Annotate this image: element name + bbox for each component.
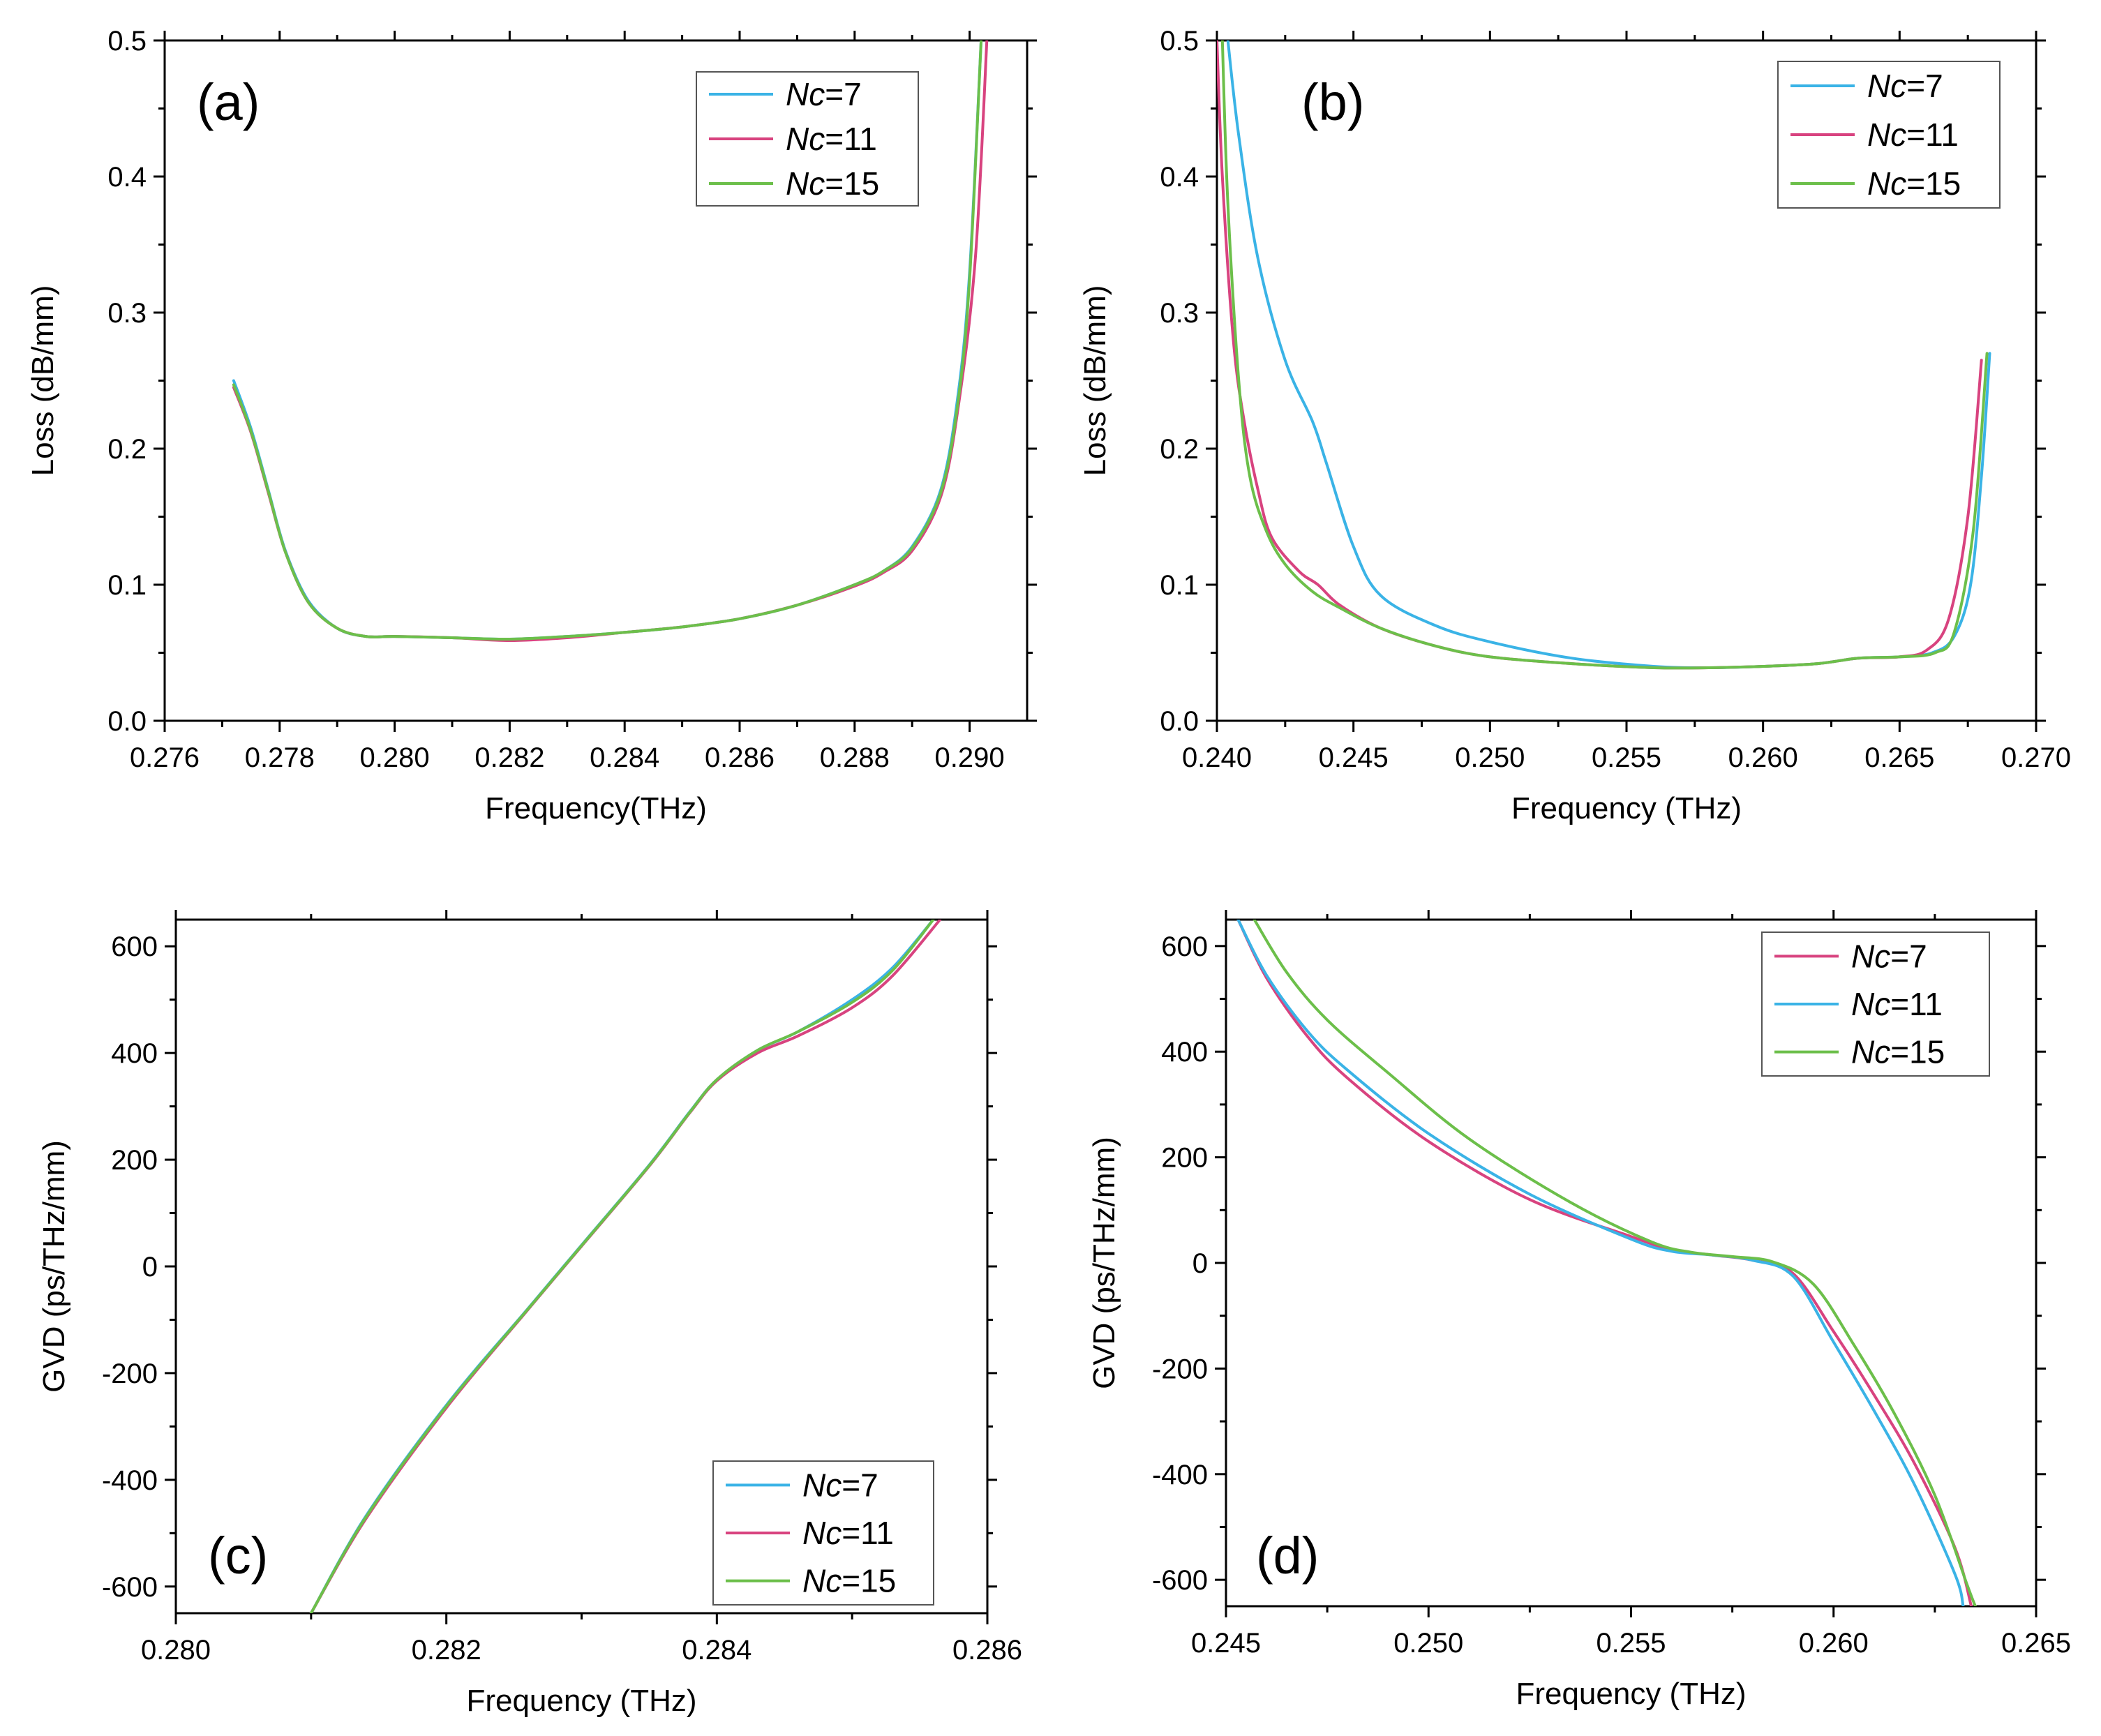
y-axis-title: Loss (dB/mm)	[26, 285, 60, 477]
series-line-nc15	[1253, 920, 1977, 1606]
legend: Nc=7 Nc=11 Nc=15	[696, 71, 919, 207]
x-tick-label: 0.250	[1393, 1628, 1463, 1659]
panel-label: (b)	[1301, 73, 1364, 131]
legend-entry: Nc=7	[786, 76, 862, 112]
x-tick-label: 0.276	[130, 742, 200, 773]
x-tick-label: 0.282	[412, 1635, 481, 1666]
panel-d: 0.245 0.250 0.255 0.260 0.265 -600 -400 -200 0 20…	[1087, 910, 2071, 1711]
y-axis-title: GVD (ps/THz/mm)	[37, 1140, 71, 1393]
y-tick-label: 400	[111, 1038, 158, 1069]
x-tick-label: 0.290	[935, 742, 1005, 773]
x-tick-label: 0.280	[360, 742, 430, 773]
x-axis-title: Frequency(THz)	[485, 791, 707, 825]
legend-entry: Nc=15	[786, 165, 879, 202]
panel-label: (d)	[1256, 1527, 1319, 1585]
y-axis-title: Loss (dB/mm)	[1078, 285, 1112, 477]
panel-label: (c)	[208, 1527, 268, 1585]
series-group	[232, 40, 989, 642]
series-group	[309, 920, 942, 1613]
panel-b: 0.240 0.245 0.250 0.255 0.260 0.265 0.270 0.0 0.…	[1078, 26, 2071, 825]
x-tick-label: 0.270	[2001, 742, 2071, 773]
x-tick-label: 0.265	[2001, 1628, 2071, 1659]
x-tick-label: 0.284	[682, 1635, 752, 1666]
x-tick-label: 0.286	[705, 742, 775, 773]
y-tick-label: -200	[1152, 1354, 1208, 1384]
legend-entry: Nc=15	[802, 1563, 896, 1599]
series-line-nc15	[1220, 40, 1989, 670]
legend-entry: Nc=11	[1867, 117, 1959, 153]
x-tick-label: 0.255	[1592, 742, 1661, 773]
y-tick-label: 0.0	[1160, 706, 1199, 737]
y-tick-label: 0.2	[107, 434, 147, 465]
y-tick-label: 0.2	[1160, 434, 1199, 465]
y-tick-label: 600	[1161, 931, 1208, 962]
y-tick-label: 0.3	[1160, 298, 1199, 329]
x-tick-label: 0.288	[820, 742, 890, 773]
y-tick-label: 0	[142, 1252, 158, 1282]
x-tick-label: 0.255	[1596, 1628, 1666, 1659]
legend-entry: Nc=11	[1851, 986, 1943, 1022]
y-tick-label: 200	[1161, 1143, 1208, 1174]
x-tick-label: 0.282	[474, 742, 544, 773]
x-axis-title: Frequency (THz)	[1516, 1677, 1746, 1711]
legend-entry: Nc=7	[802, 1467, 878, 1503]
x-tick-label: 0.278	[245, 742, 315, 773]
legend: Nc=7 Nc=11 Nc=15	[1777, 61, 2001, 209]
x-tick-label: 0.284	[590, 742, 659, 773]
y-tick-label: -200	[102, 1359, 158, 1389]
x-tick-label: 0.260	[1799, 1628, 1869, 1659]
x-tick-label: 0.265	[1864, 742, 1934, 773]
legend-entry: Nc=11	[786, 121, 877, 157]
x-tick-label: 0.250	[1455, 742, 1525, 773]
y-tick-label: -600	[102, 1572, 158, 1603]
series-line-nc11	[1236, 920, 1965, 1606]
x-tick-label: 0.245	[1191, 1628, 1261, 1659]
x-tick-label: 0.245	[1319, 742, 1389, 773]
x-axis-title: Frequency (THz)	[1511, 791, 1742, 825]
y-tick-label: -600	[1152, 1565, 1208, 1596]
series-line-nc15	[232, 40, 983, 641]
y-tick-label: 0.5	[107, 26, 147, 57]
y-tick-label: 0.3	[107, 298, 147, 329]
x-tick-label: 0.286	[952, 1635, 1022, 1666]
series-group	[1217, 40, 1991, 670]
y-tick-label: 0.1	[107, 570, 147, 601]
legend-entry: Nc=7	[1867, 68, 1943, 104]
x-tick-label: 0.240	[1182, 742, 1252, 773]
legend-entry: Nc=11	[802, 1515, 894, 1551]
legend-entry: Nc=15	[1867, 165, 1961, 202]
y-tick-label: 200	[111, 1145, 158, 1176]
x-axis-title: Frequency (THz)	[466, 1684, 696, 1718]
y-tick-label: 0.4	[1160, 162, 1199, 193]
panel-label: (a)	[197, 73, 260, 131]
legend-entry: Nc=7	[1851, 938, 1927, 974]
y-tick-label: 0.4	[107, 162, 147, 193]
y-tick-label: -400	[1152, 1460, 1208, 1490]
y-tick-label: 0.0	[107, 706, 147, 737]
y-tick-label: 0.5	[1160, 26, 1199, 57]
y-tick-label: 400	[1161, 1037, 1208, 1068]
x-tick-label: 0.280	[141, 1635, 211, 1666]
y-tick-label: 0.1	[1160, 570, 1199, 601]
x-tick-label: 0.260	[1728, 742, 1798, 773]
legend-entry: Nc=15	[1851, 1034, 1945, 1070]
y-axis-title: GVD (ps/THz/mm)	[1087, 1137, 1121, 1389]
legend: Nc=7 Nc=11 Nc=15	[1761, 931, 1990, 1077]
y-tick-label: 600	[111, 931, 158, 962]
panel-c: 0.280 0.282 0.284 0.286 -600 -400 -200 0 200 400 6…	[37, 910, 1022, 1718]
y-tick-label: -400	[102, 1465, 158, 1496]
panel-a: 0.276 0.278 0.280 0.282 0.284 0.286 0.288 0.290…	[26, 26, 1037, 825]
series-group	[1236, 920, 1977, 1606]
y-tick-label: 0	[1192, 1248, 1208, 1279]
series-line-nc15	[309, 920, 935, 1613]
legend: Nc=7 Nc=11 Nc=15	[712, 1460, 934, 1606]
